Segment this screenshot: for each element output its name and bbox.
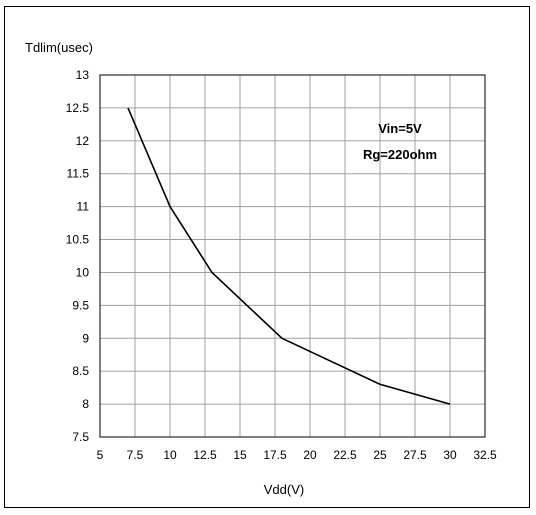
x-tick-label: 30 (443, 448, 457, 462)
x-tick-label: 15 (233, 448, 247, 462)
x-axis-label: Vdd(V) (264, 482, 304, 497)
y-tick-label: 11.5 (67, 167, 90, 181)
x-tick-label: 22.5 (333, 448, 357, 462)
x-tick-label: 32.5 (473, 448, 497, 462)
grid (100, 75, 485, 437)
y-tick-label: 12 (76, 134, 90, 148)
chart-frame (4, 6, 530, 508)
series-group (127, 107, 451, 405)
plot-area-border (99, 74, 486, 438)
y-axis-label: Tdlim(usec) (25, 40, 93, 55)
x-tick-label: 25 (373, 448, 387, 462)
y-tick-label: 10.5 (66, 233, 90, 247)
y-tick-label: 9.5 (72, 298, 89, 312)
x-tick-label: 27.5 (403, 448, 427, 462)
y-tick-label: 11 (77, 200, 90, 214)
y-tick-label: 8.5 (72, 364, 89, 378)
x-tick-labels: 5 7.5 10 12.5 15 17.5 20 22.5 25 27.5 30 32.5 (97, 448, 497, 462)
series-line (127, 107, 451, 405)
x-tick-label: 10 (163, 448, 177, 462)
x-tick-label: 5 (97, 448, 104, 462)
annotation-rg: Rg=220ohm (363, 147, 437, 162)
y-tick-label: 9 (82, 331, 89, 345)
x-tick-label: 12.5 (193, 448, 217, 462)
y-tick-label: 8 (82, 397, 89, 411)
y-tick-labels: 7.5 8 8.5 9 9.5 10 10.5 11 11.5 12 12.5 13 (66, 68, 90, 444)
y-tick-label: 13 (76, 68, 90, 82)
y-tick-label: 7.5 (72, 430, 89, 444)
x-tick-label: 20 (303, 448, 317, 462)
annotation-vin: Vin=5V (378, 121, 422, 136)
x-tick-label: 7.5 (127, 448, 144, 462)
x-tick-label: 17.5 (263, 448, 287, 462)
y-tick-label: 12.5 (66, 101, 90, 115)
y-tick-label: 10 (76, 265, 90, 279)
